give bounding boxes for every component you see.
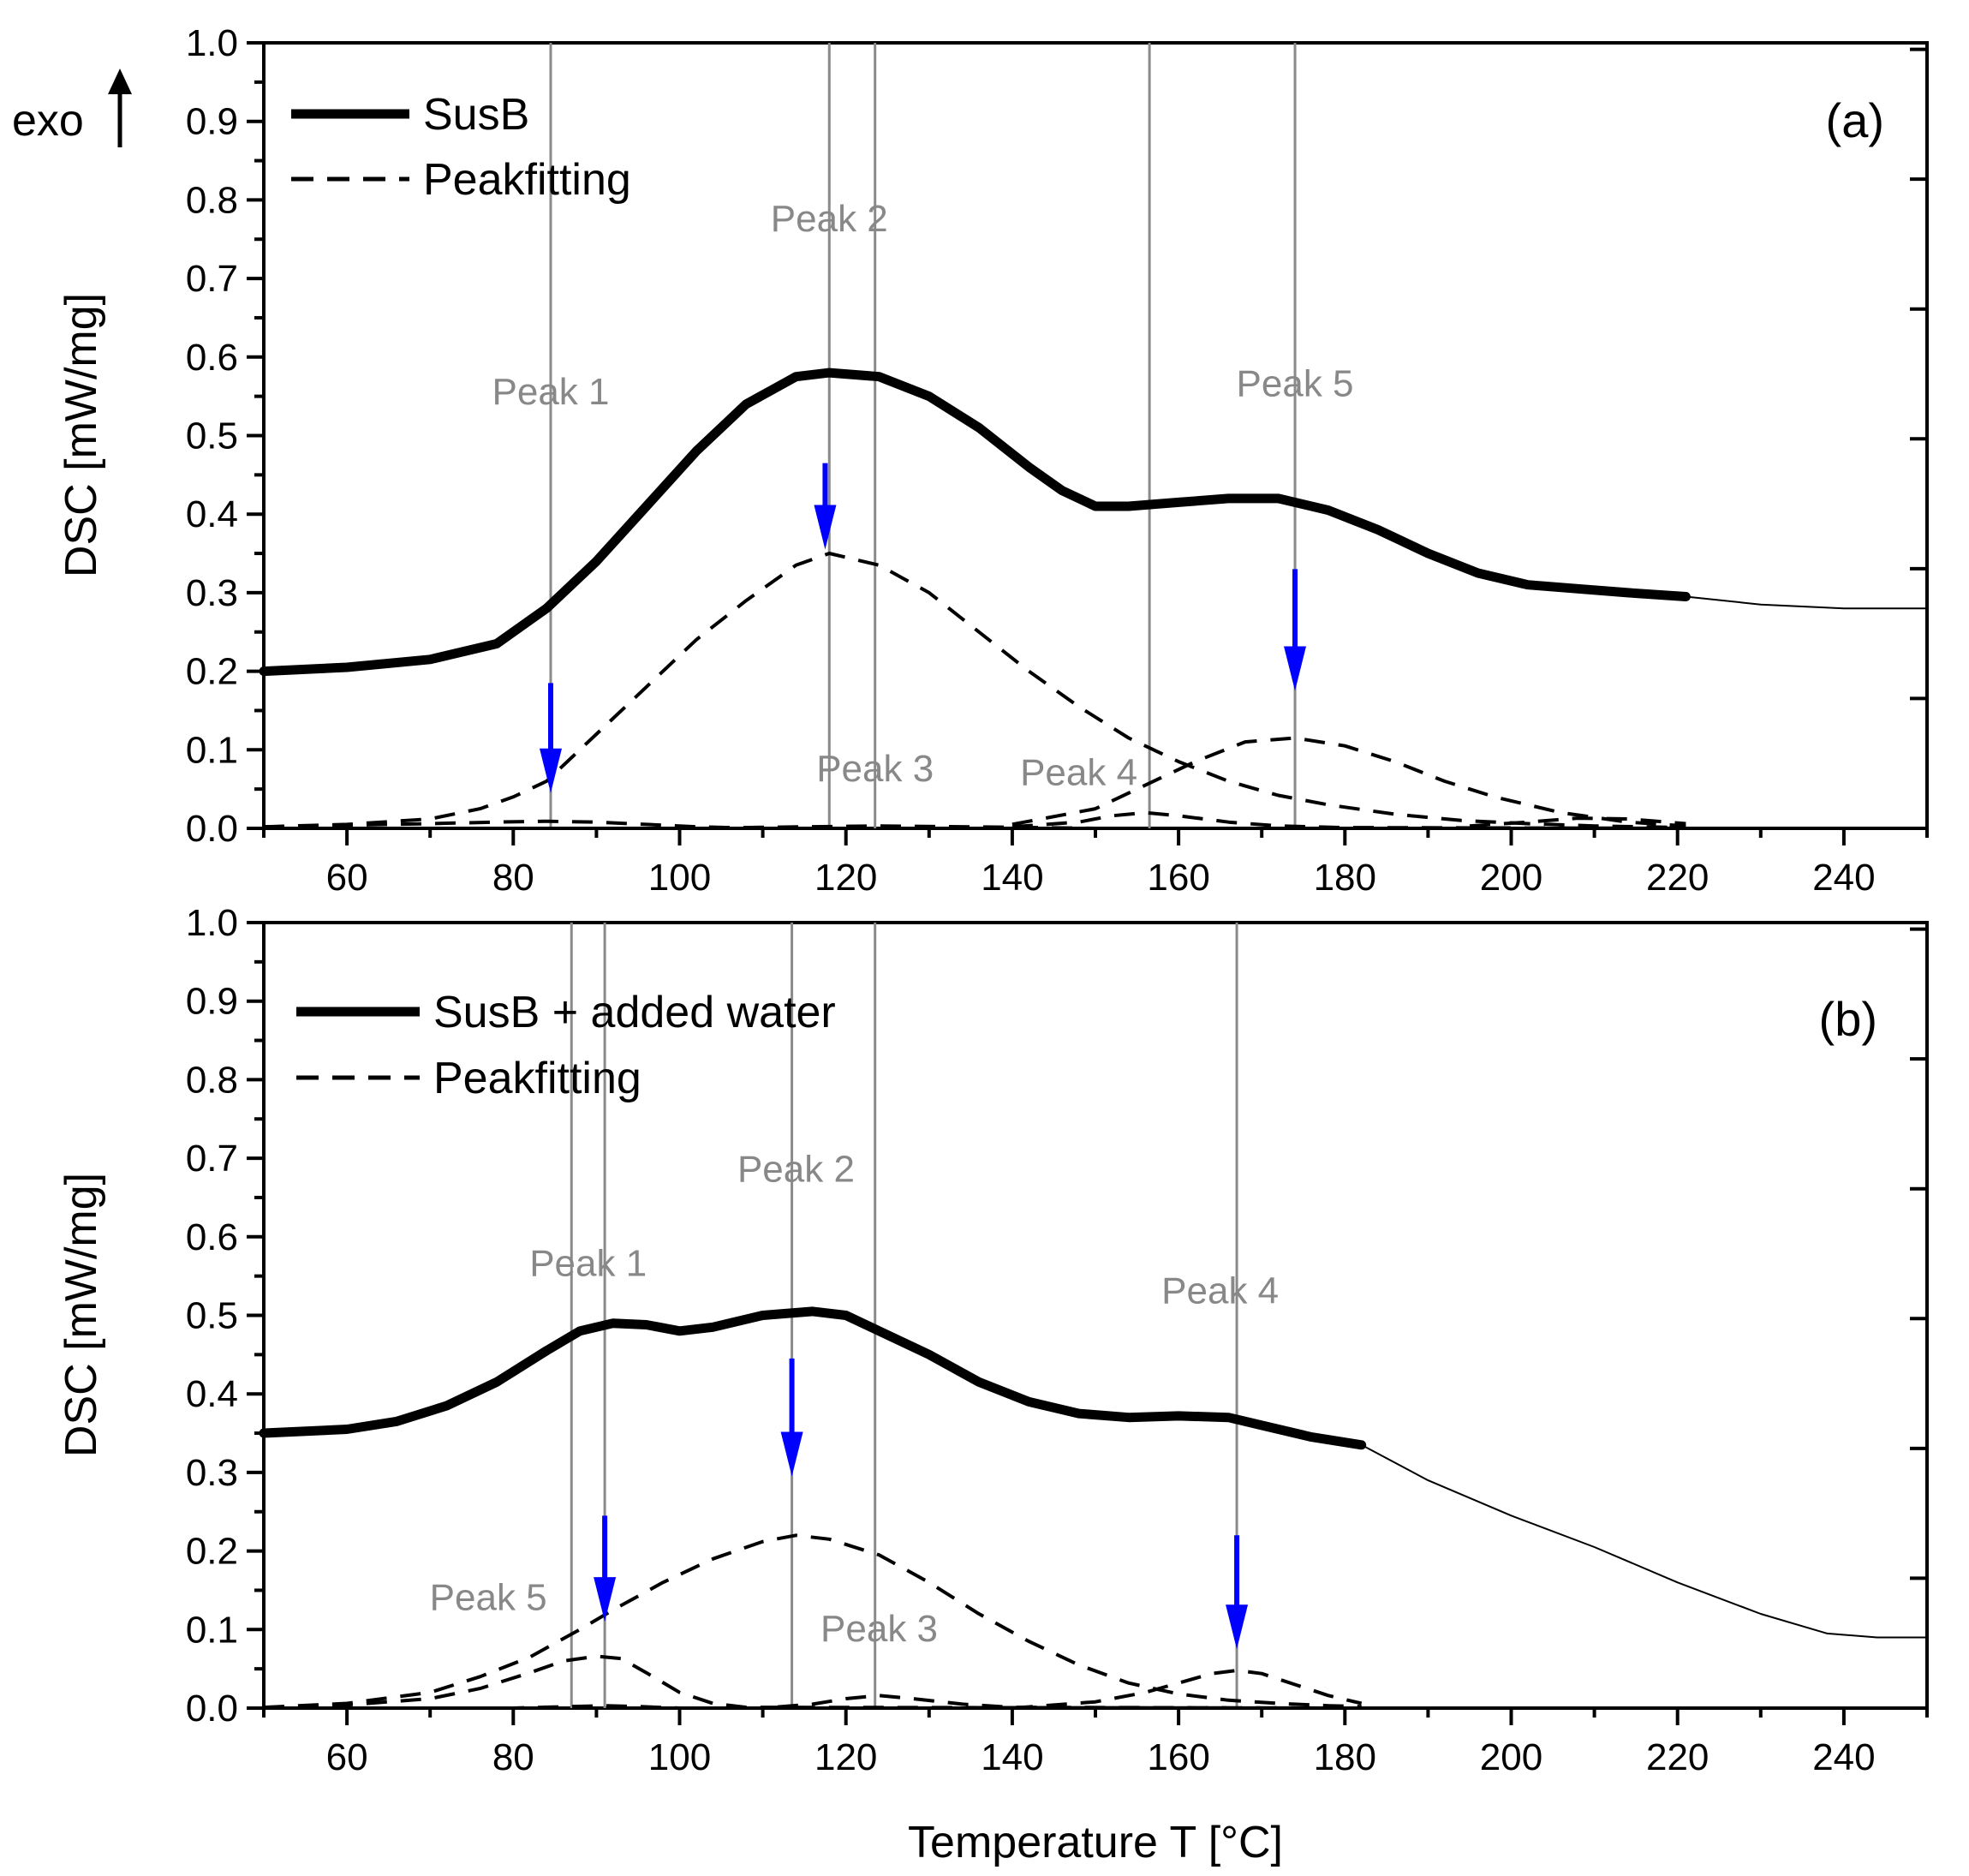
y-tick-label: 0.9	[186, 101, 238, 143]
y-tick-label: 0.7	[186, 1138, 238, 1180]
peak-label: Peak 3	[816, 748, 934, 790]
series-line-5	[1011, 810, 1686, 830]
peak-arrow-head	[594, 1577, 617, 1622]
y-tick-label: 0.1	[186, 1609, 238, 1651]
x-tick-label: 80	[492, 1736, 534, 1778]
peak-arrows-a	[539, 463, 1307, 793]
y-tick-label: 0.5	[186, 1295, 238, 1337]
legend-a: SusB Peakfitting	[291, 90, 631, 205]
y-tick-label: 0.3	[186, 1452, 238, 1494]
y-ticks-a: 0.0 0.1 0.2 0.3 0.4 0.5 0.6 0.7 0.8 0.9 1.0	[186, 22, 264, 850]
legend-label-peakfitting-b: Peakfitting	[433, 1054, 641, 1103]
y-tick-label: 0.1	[186, 729, 238, 771]
x-tick-label: 240	[1812, 1736, 1875, 1778]
x-ticks-a: 60 80 100 120 140 160 180 200 220 240	[262, 828, 1929, 899]
series-line-1	[259, 367, 1691, 677]
series-line-3	[263, 1533, 1362, 1710]
y-tick-label: 0.4	[186, 493, 238, 535]
x-axis-title: Temperature T [°C]	[908, 1818, 1283, 1867]
peak-arrow-head	[814, 505, 837, 550]
x-tick-label: 160	[1147, 1736, 1209, 1778]
x-tick-label: 60	[326, 857, 368, 899]
x-tick-label: 240	[1812, 857, 1875, 899]
series-group-b	[259, 1306, 1928, 1710]
peak-label: Peak 2	[737, 1149, 855, 1191]
legend-label-susb-water: SusB + added water	[433, 988, 836, 1037]
peak-label: Peak 3	[820, 1608, 938, 1650]
panel-a: Peak 1 Peak 2 Peak 3 Peak 4 Peak 5 60 80 100 12…	[12, 22, 1929, 899]
y-ticks-b: 0.0 0.1 0.2 0.3 0.4 0.5 0.6 0.7 0.8 0.9 1.0	[186, 902, 264, 1730]
y-axis-title-b: DSC [mW/mg]	[57, 1173, 106, 1457]
peak-guide-lines-a	[549, 43, 1297, 828]
x-tick-label: 220	[1646, 1736, 1709, 1778]
peak-label: Peak 4	[1161, 1270, 1279, 1312]
series-line-7	[263, 819, 1686, 830]
y-tick-label: 0.8	[186, 1059, 238, 1101]
y-tick-label: 1.0	[186, 902, 238, 944]
y-axis-title-a: DSC [mW/mg]	[57, 293, 106, 577]
panel-b: Peak 1 Peak 2 Peak 3 Peak 4 Peak 5 60 80 100 12…	[57, 902, 1929, 1867]
x-tick-label: 140	[981, 857, 1043, 899]
series-line-3	[263, 552, 1686, 830]
x-tick-label: 80	[492, 857, 534, 899]
y-tick-label: 0.5	[186, 415, 238, 457]
peak-label: Peak 5	[430, 1576, 547, 1618]
peak-labels-a: Peak 1 Peak 2 Peak 3 Peak 4 Peak 5	[492, 198, 1354, 793]
series-line-4	[263, 1654, 1362, 1710]
x-tick-label: 120	[814, 1736, 877, 1778]
right-ticks-a	[1910, 47, 1927, 701]
x-tick-label: 200	[1480, 1736, 1542, 1778]
y-tick-label: 0.8	[186, 179, 238, 221]
series-line-5	[1011, 1669, 1363, 1710]
legend-label-susb: SusB	[423, 90, 529, 140]
x-tick-label: 160	[1147, 857, 1209, 899]
x-tick-label: 180	[1314, 1736, 1376, 1778]
exo-arrowhead	[108, 69, 132, 94]
series-line-1	[259, 1306, 1367, 1450]
x-tick-label: 220	[1646, 857, 1709, 899]
panel-label-a: (a)	[1826, 93, 1884, 147]
panel-label-b: (b)	[1819, 992, 1877, 1046]
y-tick-label: 0.9	[186, 981, 238, 1023]
y-tick-label: 0.0	[186, 1688, 238, 1730]
peak-arrow-head	[780, 1431, 803, 1477]
series-line-2	[1685, 595, 1928, 610]
peak-label: Peak 2	[771, 198, 888, 240]
y-tick-label: 1.0	[186, 22, 238, 64]
x-tick-label: 120	[814, 857, 877, 899]
x-tick-label: 60	[326, 1736, 368, 1778]
y-tick-label: 0.0	[186, 808, 238, 850]
peak-label: Peak 1	[492, 371, 610, 413]
x-ticks-b: 60 80 100 120 140 160 180 200 220 240	[262, 1708, 1929, 1778]
peak-guide-lines-b	[570, 923, 1238, 1708]
y-tick-label: 0.6	[186, 1216, 238, 1258]
y-tick-label: 0.2	[186, 1531, 238, 1573]
peak-label: Peak 4	[1020, 752, 1137, 794]
x-tick-label: 180	[1314, 857, 1376, 899]
series-line-8	[1469, 816, 1686, 828]
y-tick-label: 0.6	[186, 337, 238, 379]
y-tick-label: 0.4	[186, 1373, 238, 1415]
peak-arrows-b	[594, 1358, 1249, 1650]
legend-label-peakfitting-a: Peakfitting	[423, 155, 631, 205]
y-tick-label: 0.2	[186, 651, 238, 693]
series-line-4	[1011, 736, 1686, 828]
peak-label: Peak 5	[1237, 363, 1354, 405]
exo-label: exo	[12, 96, 84, 146]
peak-label: Peak 1	[529, 1243, 647, 1285]
peak-labels-b: Peak 1 Peak 2 Peak 3 Peak 4 Peak 5	[430, 1149, 1279, 1650]
peak-arrow-head	[1284, 646, 1307, 691]
x-tick-label: 140	[981, 1736, 1043, 1778]
legend-b: SusB + added water Peakfitting	[296, 988, 836, 1103]
y-tick-label: 0.7	[186, 258, 238, 300]
x-tick-label: 100	[648, 1736, 711, 1778]
peak-arrow-head	[539, 748, 562, 793]
x-tick-label: 200	[1480, 857, 1542, 899]
x-tick-label: 100	[648, 857, 711, 899]
series-line-2	[1360, 1443, 1928, 1639]
right-ticks-b	[1910, 927, 1927, 1580]
peak-arrow-head	[1226, 1604, 1249, 1650]
y-tick-label: 0.3	[186, 572, 238, 614]
